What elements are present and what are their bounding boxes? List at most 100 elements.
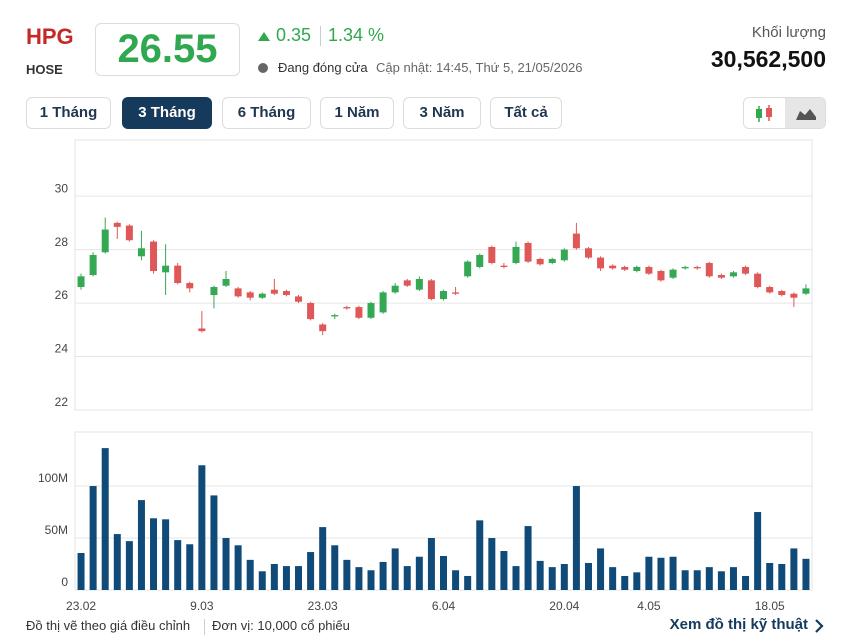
volume-bar [246, 559, 254, 590]
volume-bar [572, 486, 580, 590]
volume-bar [440, 556, 447, 590]
volume-bar [307, 552, 315, 590]
candle-body [403, 280, 411, 286]
candle-body [597, 257, 605, 269]
candle-body [295, 296, 303, 302]
candle-body [464, 261, 472, 277]
candle-body [440, 291, 447, 300]
volume-bar [621, 575, 629, 590]
range-tab[interactable]: 1 Năm [320, 97, 394, 129]
candle-body [476, 254, 484, 267]
y-tick-label: 28 [55, 235, 69, 249]
candle-body [536, 258, 544, 265]
candle-body [379, 292, 387, 313]
candle-body [790, 293, 798, 298]
volume-bar [319, 527, 327, 590]
chevron [815, 619, 824, 633]
candle-body [512, 246, 520, 263]
volume-bar [186, 544, 194, 590]
volume-bar [89, 486, 97, 590]
y-tick-label: 30 [55, 181, 69, 195]
volume-bar [77, 552, 85, 590]
volume-bar [355, 567, 363, 590]
y-tick-label: 26 [55, 288, 69, 302]
volume-bar [174, 540, 182, 590]
candle-body [572, 233, 580, 249]
separator [204, 619, 205, 635]
volume-bar [415, 556, 423, 590]
candle-body [488, 246, 496, 263]
x-tick-label: 20.04 [549, 599, 579, 613]
technical-link[interactable]: Xem đồ thị kỹ thuật [669, 616, 808, 633]
volume-bar [282, 566, 290, 590]
volume-bar [101, 448, 109, 590]
candle-body [258, 293, 266, 298]
volume-bar [488, 538, 496, 590]
price: 26.55 [117, 27, 218, 71]
candle-icon[interactable] [756, 105, 772, 122]
candle-body [584, 248, 592, 258]
candle-body [186, 283, 194, 289]
candle-body [343, 307, 351, 309]
volume-bar [464, 575, 472, 590]
range-tab[interactable]: 3 Tháng [122, 97, 212, 129]
candle-body [162, 265, 170, 273]
volume-bar [802, 558, 810, 590]
separator [320, 26, 321, 46]
x-tick-label: 6.04 [432, 599, 456, 613]
x-tick-label: 18.05 [755, 599, 785, 613]
candle-body [113, 222, 121, 227]
volume-bar [609, 567, 617, 590]
candle-body [717, 275, 725, 278]
candle-body [282, 291, 290, 296]
market-status: Đang đóng cửa [278, 60, 368, 75]
panel-frame [74, 139, 813, 411]
candle-body [222, 279, 230, 286]
candle-body [319, 324, 327, 332]
volume-bar [343, 559, 351, 590]
candle-body [754, 273, 762, 288]
y-tick-label: 22 [55, 395, 69, 409]
candle-body [657, 270, 665, 281]
candle-body [210, 287, 218, 296]
volume-bar [681, 570, 689, 590]
volume-bar [452, 570, 460, 590]
volume-bar [633, 572, 641, 590]
icon-body [766, 108, 772, 117]
volume-bar [512, 566, 520, 590]
candle-body [524, 242, 532, 262]
volume-bar [367, 570, 375, 590]
volume-bar [742, 575, 750, 590]
volume-bar [391, 548, 399, 590]
x-tick-label: 23.03 [308, 599, 338, 613]
volume-bar [754, 512, 762, 590]
candle-body [77, 276, 85, 288]
y-tick-label: 50M [45, 523, 68, 537]
candle-body [500, 265, 508, 267]
candle-body [125, 225, 133, 241]
x-tick-label: 23.02 [66, 599, 96, 613]
range-tab[interactable]: 1 Tháng [26, 97, 111, 129]
candle-body [391, 285, 399, 293]
candle-body [246, 292, 254, 298]
range-tab[interactable]: 6 Tháng [222, 97, 311, 129]
candle-body [705, 262, 713, 277]
volume-bar [790, 548, 798, 590]
candle-body [101, 229, 109, 253]
volume-bar [717, 571, 725, 590]
candle-body [174, 265, 182, 284]
candle-body [669, 269, 677, 278]
volume-bar [766, 562, 774, 590]
range-tab[interactable]: Tất cả [490, 97, 562, 129]
candle-body [681, 266, 689, 269]
range-tab[interactable]: 3 Năm [403, 97, 481, 129]
volume-bar [778, 564, 786, 590]
volume: 30,562,500 [710, 46, 826, 72]
volume-bar [500, 551, 508, 590]
area-icon-bg[interactable] [785, 98, 826, 129]
candle-body [742, 266, 750, 274]
volume-bar [584, 562, 592, 590]
chevron-path [815, 619, 824, 633]
chart-type-icons [756, 98, 826, 129]
price-box [95, 23, 240, 76]
